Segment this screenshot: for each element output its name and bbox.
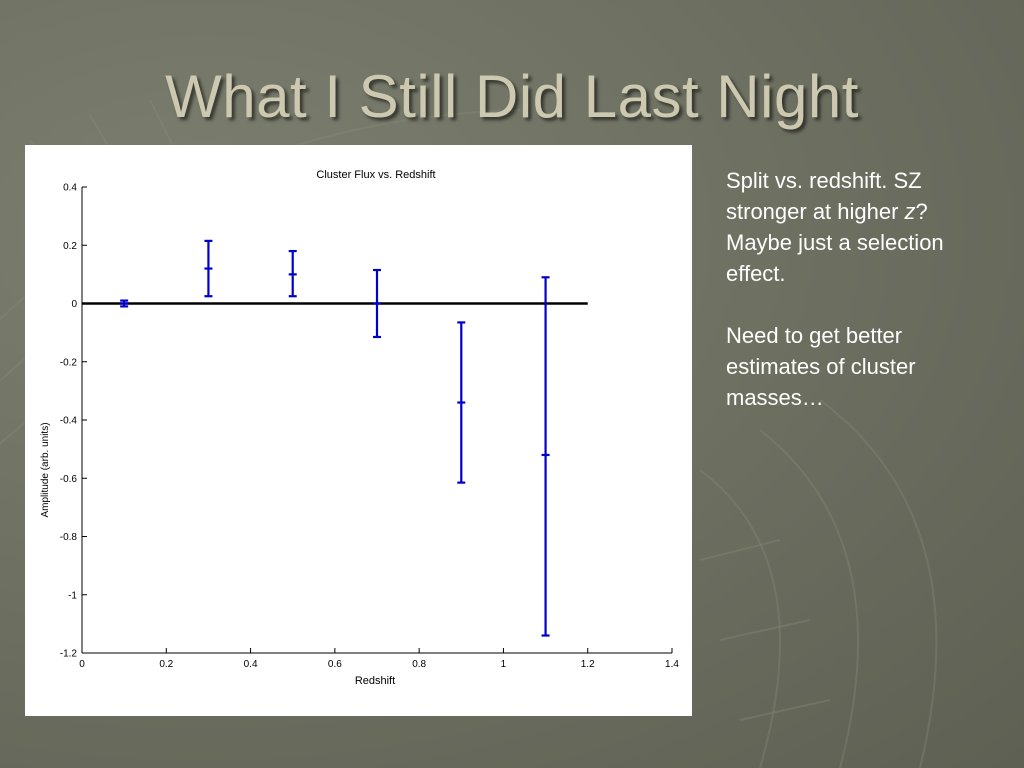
error-bar-point bbox=[288, 249, 297, 298]
error-bar-point bbox=[373, 268, 381, 339]
error-bar-point bbox=[541, 276, 550, 637]
x-tick-label: 0 bbox=[79, 659, 85, 670]
chart: Cluster Flux vs. Redshift Amplitude (arb… bbox=[40, 169, 679, 687]
x-tick-label: 0.2 bbox=[159, 659, 173, 670]
error-bar-point bbox=[120, 299, 129, 308]
y-tick-label: -0.2 bbox=[60, 357, 78, 368]
notes-text: Split vs. redshift. SZ stronger at highe… bbox=[726, 168, 922, 224]
x-tick-label: 1 bbox=[501, 659, 507, 670]
notes-paragraph-2: Need to get better estimates of cluster … bbox=[726, 323, 916, 410]
x-tick-label: 0.6 bbox=[328, 659, 342, 670]
error-bar-point bbox=[204, 239, 213, 298]
y-tick-label: 0 bbox=[71, 299, 77, 310]
notes-text: ? Maybe just a selection effect. bbox=[726, 199, 944, 286]
y-tick-label: 0.2 bbox=[63, 241, 77, 252]
x-tick-label: 0.8 bbox=[412, 659, 426, 670]
y-tick-label: -0.6 bbox=[60, 474, 78, 485]
chart-panel: Cluster Flux vs. Redshift Amplitude (arb… bbox=[25, 145, 692, 716]
y-tick-label: 0.4 bbox=[63, 183, 77, 194]
slide-title: What I Still Did Last Night bbox=[165, 63, 859, 130]
chart-title: Cluster Flux vs. Redshift bbox=[316, 169, 435, 181]
y-tick-label: -0.4 bbox=[60, 416, 78, 427]
y-tick-label: -1 bbox=[68, 590, 77, 601]
x-tick-label: 0.4 bbox=[244, 659, 258, 670]
x-axis-label: Redshift bbox=[355, 675, 395, 687]
error-bar-point bbox=[457, 321, 466, 484]
x-tick-label: 1.2 bbox=[581, 659, 595, 670]
notes-italic-z: z bbox=[904, 199, 916, 224]
y-axis-label: Amplitude (arb. units) bbox=[40, 422, 51, 517]
side-notes: Split vs. redshift. SZ stronger at highe… bbox=[726, 165, 996, 413]
x-tick-label: 1.4 bbox=[665, 659, 679, 670]
y-tick-label: -1.2 bbox=[60, 649, 78, 660]
notes-paragraph-1: Split vs. redshift. SZ stronger at highe… bbox=[726, 165, 996, 289]
y-tick-label: -0.8 bbox=[60, 532, 78, 543]
